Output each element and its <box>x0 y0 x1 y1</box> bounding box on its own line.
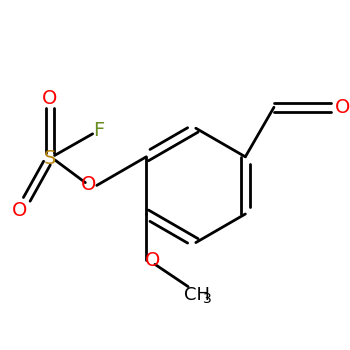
Text: F: F <box>93 120 104 140</box>
Text: O: O <box>12 201 28 220</box>
Text: O: O <box>335 98 350 117</box>
Text: O: O <box>80 175 96 194</box>
Text: O: O <box>42 89 57 107</box>
Text: 3: 3 <box>203 292 212 306</box>
Text: CH: CH <box>184 286 210 303</box>
Text: S: S <box>43 149 56 168</box>
Text: O: O <box>145 251 160 270</box>
